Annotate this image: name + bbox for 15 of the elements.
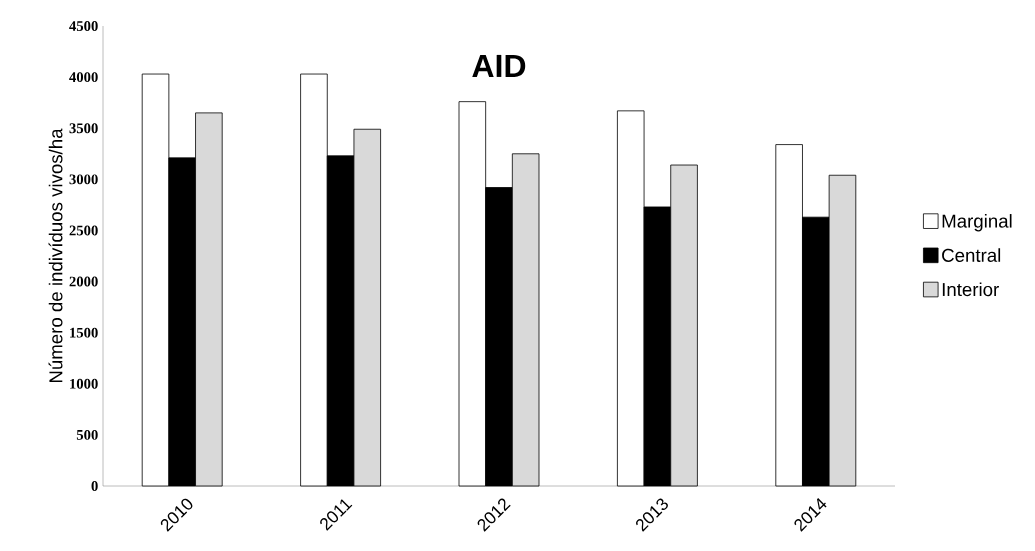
y-axis-title: Número de indivíduos vivos/ha bbox=[48, 128, 63, 383]
y-tick-label: 0 bbox=[91, 481, 98, 491]
y-tick-label: 1000 bbox=[70, 378, 98, 389]
legend-label: Marginal bbox=[942, 214, 1012, 232]
y-tick-label: 4500 bbox=[69, 21, 98, 31]
y-tick-label: 1500 bbox=[70, 327, 98, 338]
legend-label: Central bbox=[942, 248, 1001, 262]
y-tick-label: 2000 bbox=[69, 276, 98, 287]
legend-label: Interior bbox=[942, 282, 999, 297]
text: AID bbox=[472, 54, 526, 77]
y-tick-label: 3000 bbox=[69, 174, 98, 185]
y-tick-label: 2500 bbox=[69, 225, 98, 236]
y-tick-label: 3500 bbox=[69, 123, 98, 134]
y-tick-label: 500 bbox=[76, 429, 98, 440]
y-tick-label: 4000 bbox=[69, 72, 98, 83]
